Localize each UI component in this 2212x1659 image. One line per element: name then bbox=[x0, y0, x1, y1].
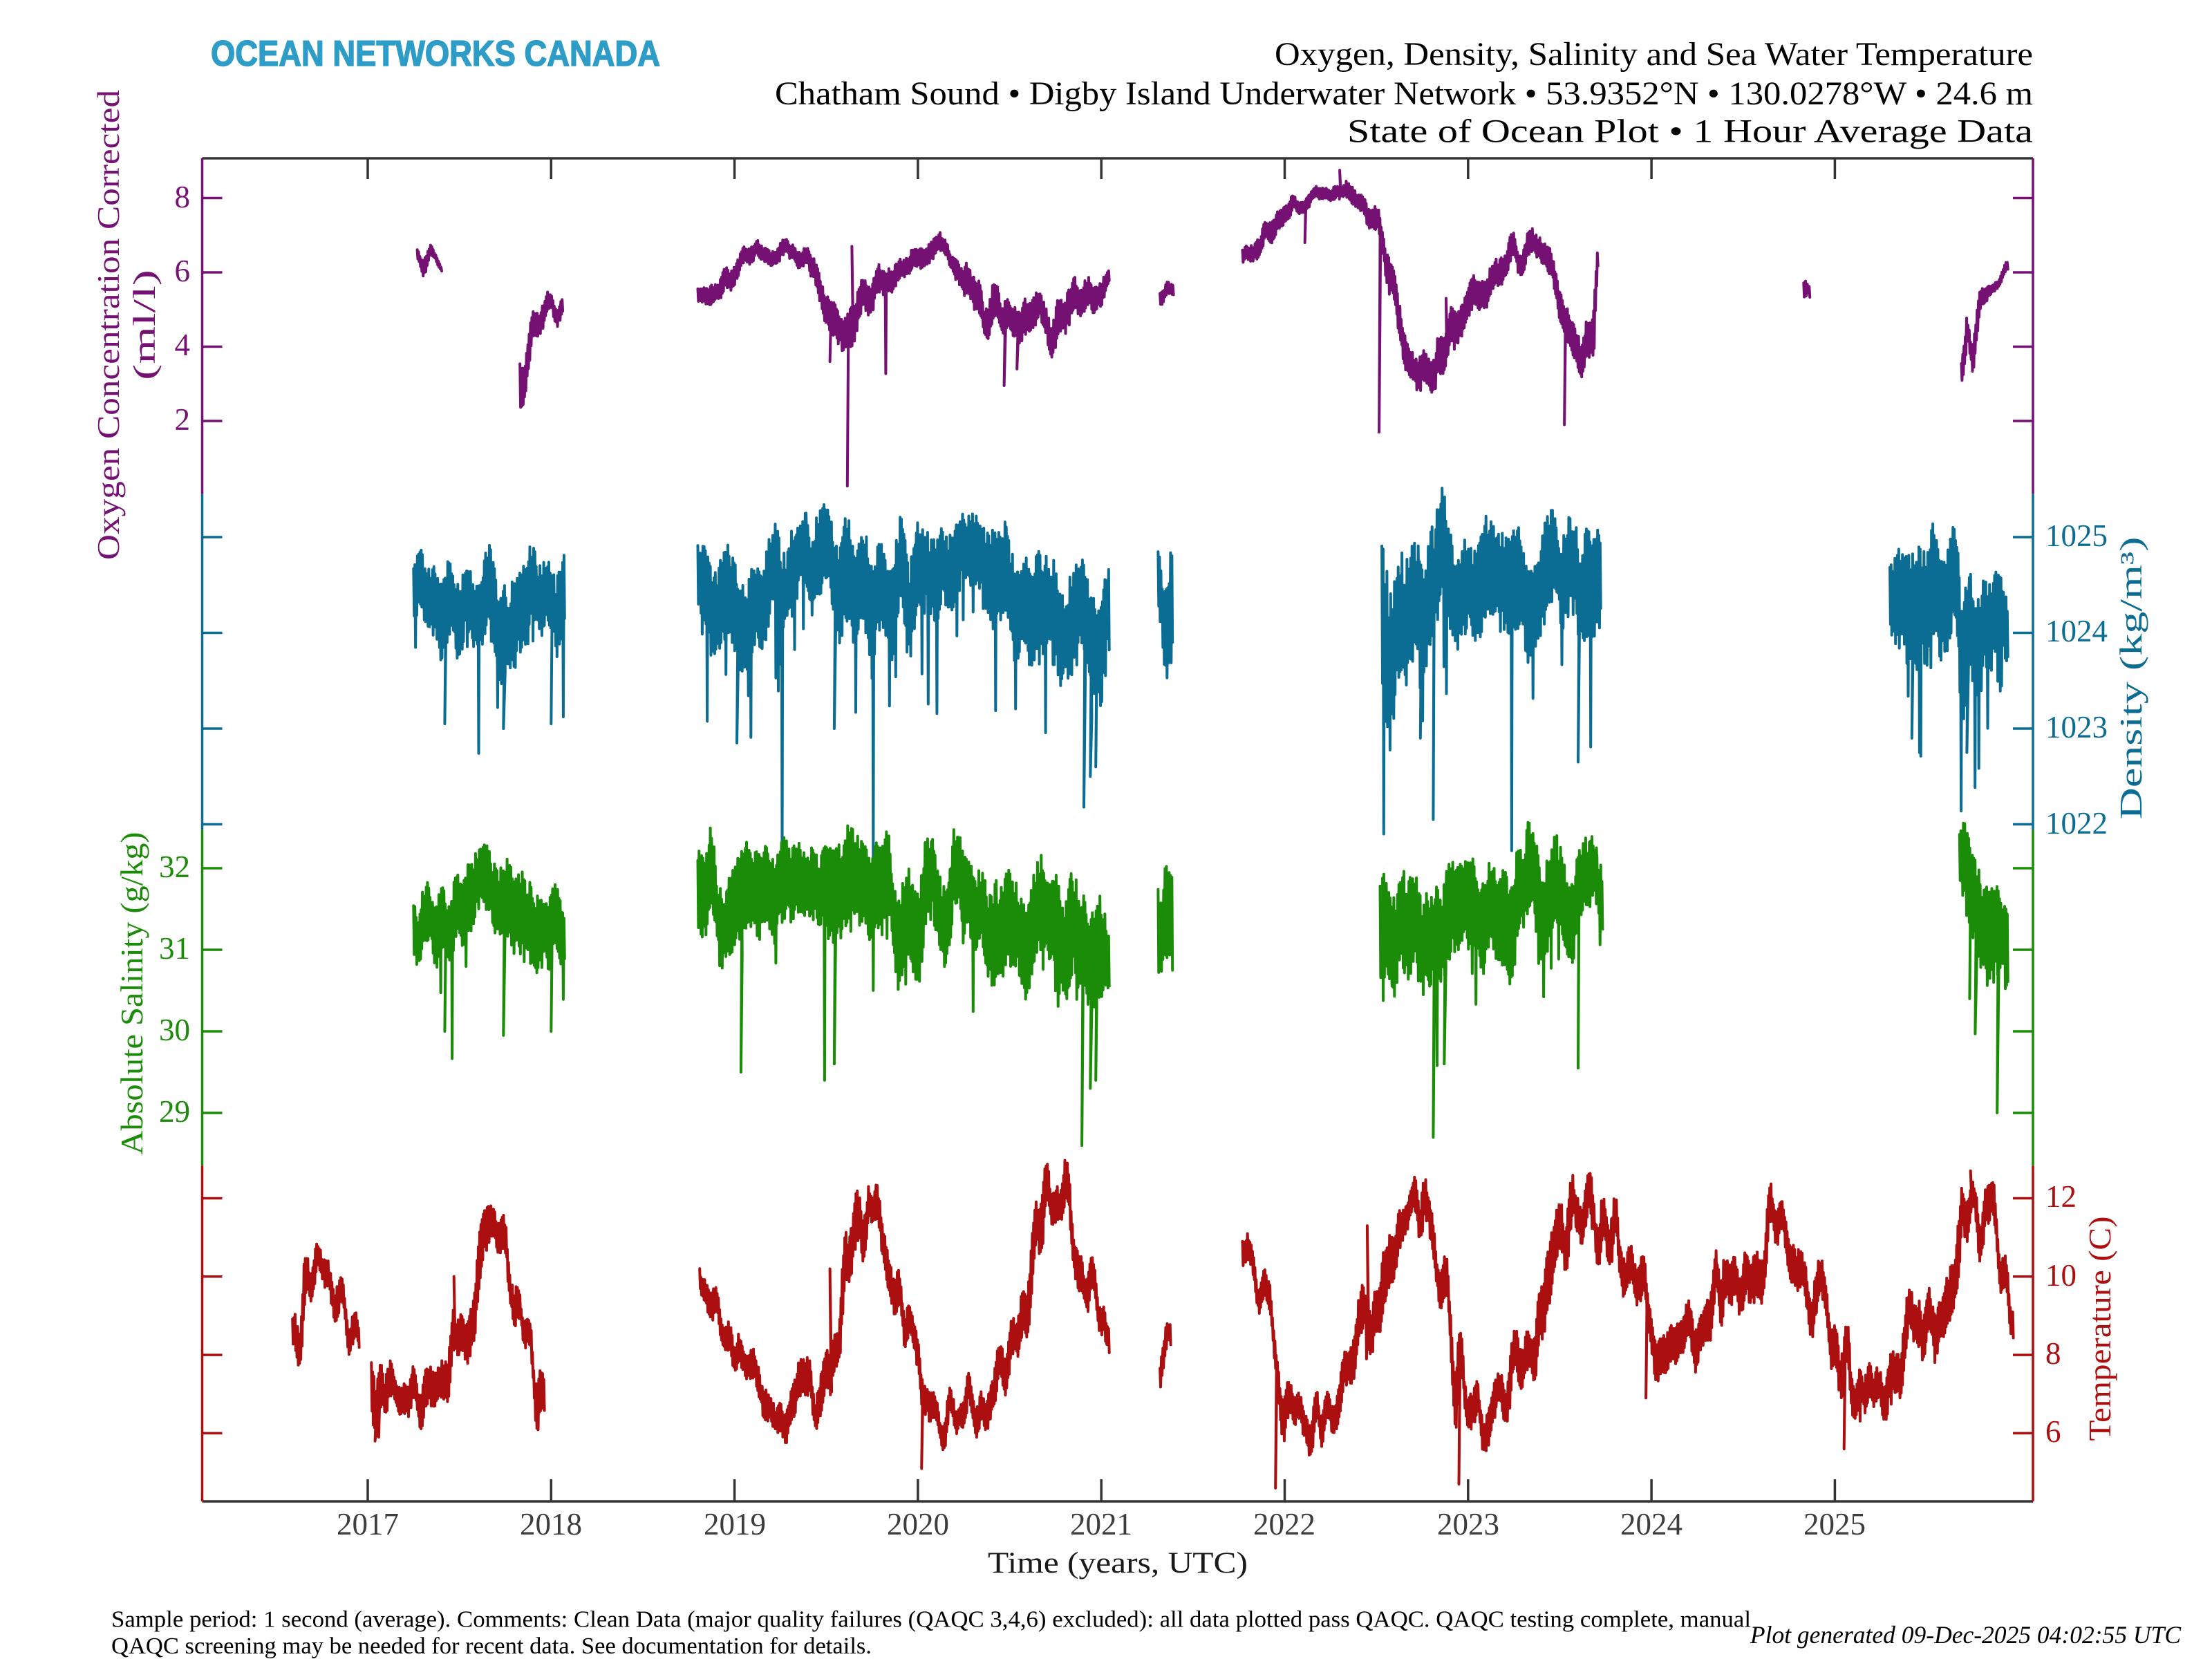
svg-text:4: 4 bbox=[175, 328, 191, 362]
svg-text:8: 8 bbox=[175, 180, 191, 214]
svg-text:2019: 2019 bbox=[704, 1507, 766, 1541]
svg-text:2017: 2017 bbox=[337, 1507, 399, 1541]
svg-text:32: 32 bbox=[159, 850, 190, 884]
svg-text:12: 12 bbox=[2045, 1179, 2077, 1214]
svg-text:2023: 2023 bbox=[1437, 1507, 1499, 1541]
svg-text:1024: 1024 bbox=[2045, 614, 2108, 648]
svg-text:2022: 2022 bbox=[1253, 1507, 1315, 1541]
svg-text:1023: 1023 bbox=[2045, 710, 2108, 744]
svg-text:31: 31 bbox=[159, 931, 190, 966]
svg-text:Temperature (C): Temperature (C) bbox=[2083, 1217, 2117, 1441]
svg-text:Density (kg/m³): Density (kg/m³) bbox=[2114, 537, 2148, 820]
svg-text:(ml/l): (ml/l) bbox=[127, 270, 162, 380]
svg-text:Oxygen Concentration Corrected: Oxygen Concentration Corrected bbox=[91, 90, 126, 560]
svg-text:QAQC screening may be needed f: QAQC screening may be needed for recent … bbox=[111, 1633, 872, 1659]
svg-text:1025: 1025 bbox=[2045, 518, 2108, 553]
svg-text:Plot generated 09-Dec-2025 04:: Plot generated 09-Dec-2025 04:02:55 UTC bbox=[1750, 1621, 2181, 1649]
svg-text:Oxygen, Density, Salinity and: Oxygen, Density, Salinity and Sea Water … bbox=[1275, 36, 2033, 73]
svg-text:30: 30 bbox=[159, 1013, 190, 1047]
svg-text:Sample period: 1 second (avera: Sample period: 1 second (average). Comme… bbox=[111, 1607, 1751, 1633]
svg-text:10: 10 bbox=[2045, 1258, 2077, 1293]
svg-text:2021: 2021 bbox=[1070, 1507, 1132, 1541]
svg-text:2: 2 bbox=[175, 402, 191, 437]
svg-text:State of Ocean Plot • 1 Hour A: State of Ocean Plot • 1 Hour Average Dat… bbox=[1347, 113, 2033, 150]
svg-text:Chatham Sound • Digby Island U: Chatham Sound • Digby Island Underwater … bbox=[775, 75, 2033, 112]
svg-text:8: 8 bbox=[2045, 1336, 2061, 1371]
svg-text:2024: 2024 bbox=[1620, 1507, 1683, 1541]
svg-text:2025: 2025 bbox=[1803, 1507, 1866, 1541]
svg-text:29: 29 bbox=[159, 1094, 190, 1129]
svg-text:6: 6 bbox=[2045, 1414, 2061, 1449]
svg-text:2020: 2020 bbox=[887, 1507, 949, 1541]
svg-text:OCEAN NETWORKS CANADA: OCEAN NETWORKS CANADA bbox=[211, 33, 660, 73]
svg-text:Absolute Salinity (g/kg): Absolute Salinity (g/kg) bbox=[115, 832, 149, 1155]
svg-text:1022: 1022 bbox=[2045, 806, 2108, 841]
svg-text:6: 6 bbox=[175, 254, 191, 288]
svg-text:2018: 2018 bbox=[520, 1507, 582, 1541]
svg-text:Time (years, UTC): Time (years, UTC) bbox=[988, 1547, 1248, 1580]
